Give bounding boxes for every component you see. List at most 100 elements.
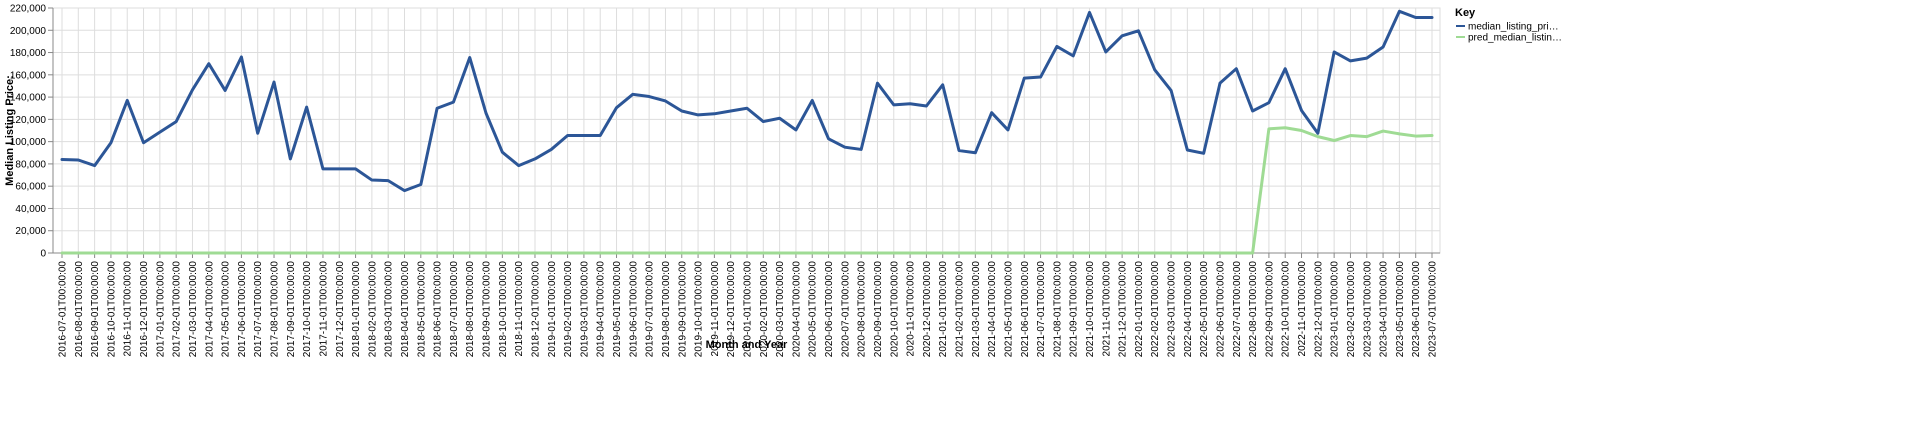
x-tick-label: 2016-12-01T00:00:00 <box>139 261 150 358</box>
x-tick-label: 2019-03-01T00:00:00 <box>579 261 590 358</box>
y-tick-label: 220,000 <box>10 4 47 15</box>
x-tick-label: 2018-11-01T00:00:00 <box>514 261 525 357</box>
y-tick-label: 100,000 <box>10 137 47 148</box>
x-tick-label: 2019-07-01T00:00:00 <box>645 261 656 358</box>
x-tick-label: 2022-08-01T00:00:00 <box>1248 261 1259 358</box>
x-tick-label: 2017-02-01T00:00:00 <box>172 261 183 358</box>
x-tick-label: 2018-07-01T00:00:00 <box>449 261 460 358</box>
gridlines <box>52 7 1441 254</box>
x-tick-label: 2022-03-01T00:00:00 <box>1167 261 1178 358</box>
x-tick-label: 2022-07-01T00:00:00 <box>1232 261 1243 358</box>
x-tick-label: 2020-08-01T00:00:00 <box>857 261 868 358</box>
x-tick-label: 2023-05-01T00:00:00 <box>1395 261 1406 358</box>
series-line-median-listing-price <box>60 9 1434 193</box>
y-tick-label: 40,000 <box>15 204 46 215</box>
x-tick-label: 2020-09-01T00:00:00 <box>873 261 884 358</box>
x-tick-label: 2023-02-01T00:00:00 <box>1346 261 1357 358</box>
x-tick-label: 2020-05-01T00:00:00 <box>808 261 819 358</box>
x-tick-label: 2016-11-01T00:00:00 <box>123 261 134 357</box>
x-tick-label: 2019-05-01T00:00:00 <box>612 261 623 358</box>
x-tick-label: 2019-04-01T00:00:00 <box>596 261 607 358</box>
x-tick-label: 2016-09-01T00:00:00 <box>90 261 101 358</box>
x-tick-label: 2017-04-01T00:00:00 <box>204 261 215 358</box>
x-tick-label: 2020-11-01T00:00:00 <box>906 261 917 357</box>
x-tick-label: 2018-09-01T00:00:00 <box>482 261 493 358</box>
x-tick-label: 2017-03-01T00:00:00 <box>188 261 199 358</box>
x-tick-label: 2019-08-01T00:00:00 <box>661 261 672 358</box>
x-tick-label: 2021-10-01T00:00:00 <box>1085 261 1096 358</box>
legend: Key median_listing_pri… pred_median_list… <box>1455 7 1562 44</box>
x-tick-label: 2021-05-01T00:00:00 <box>1003 261 1014 358</box>
y-tick-label: 140,000 <box>10 93 47 104</box>
x-tick-label: 2019-06-01T00:00:00 <box>628 261 639 358</box>
series-lines <box>60 9 1434 255</box>
x-tick-label: 2018-02-01T00:00:00 <box>367 261 378 358</box>
x-tick-label: 2022-09-01T00:00:00 <box>1264 261 1275 358</box>
x-tick-label: 2018-12-01T00:00:00 <box>530 261 541 358</box>
y-tick-label: 80,000 <box>15 159 46 170</box>
x-tick-label: 2023-03-01T00:00:00 <box>1362 261 1373 358</box>
x-tick-label: 2021-11-01T00:00:00 <box>1101 261 1112 357</box>
x-axis-title: Month and Year <box>706 339 788 351</box>
x-tick-label: 2020-04-01T00:00:00 <box>791 261 802 358</box>
x-tick-label: 2017-10-01T00:00:00 <box>302 261 313 358</box>
x-tick-label: 2017-09-01T00:00:00 <box>286 261 297 358</box>
y-tick-label: 200,000 <box>10 26 47 37</box>
x-tick-label: 2022-11-01T00:00:00 <box>1297 261 1308 357</box>
x-tick-label: 2019-01-01T00:00:00 <box>547 261 558 358</box>
x-tick-label: 2021-01-01T00:00:00 <box>938 261 949 358</box>
x-tick-label: 2021-09-01T00:00:00 <box>1069 261 1080 358</box>
x-tick-label: 2017-08-01T00:00:00 <box>270 261 281 358</box>
x-tick-label: 2022-10-01T00:00:00 <box>1281 261 1292 358</box>
x-tick-label: 2021-08-01T00:00:00 <box>1052 261 1063 358</box>
x-tick-label: 2022-02-01T00:00:00 <box>1150 261 1161 358</box>
y-tick-label: 0 <box>40 249 46 260</box>
x-tick-label: 2021-06-01T00:00:00 <box>1020 261 1031 358</box>
x-tick-label: 2021-07-01T00:00:00 <box>1036 261 1047 358</box>
y-tick-label: 60,000 <box>15 182 46 193</box>
x-tick-label: 2019-12-01T00:00:00 <box>726 261 737 358</box>
x-tick-label: 2023-04-01T00:00:00 <box>1379 261 1390 358</box>
x-tick-label: 2019-11-01T00:00:00 <box>710 261 721 357</box>
x-tick-label: 2022-05-01T00:00:00 <box>1199 261 1210 358</box>
x-tick-label: 2016-07-01T00:00:00 <box>58 261 69 358</box>
x-tick-label: 2017-12-01T00:00:00 <box>335 261 346 358</box>
x-tick-label: 2022-04-01T00:00:00 <box>1183 261 1194 358</box>
x-tick-label: 2018-01-01T00:00:00 <box>351 261 362 358</box>
x-tick-label: 2020-01-01T00:00:00 <box>743 261 754 358</box>
x-tick-label: 2017-11-01T00:00:00 <box>318 261 329 357</box>
x-tick-label: 2022-01-01T00:00:00 <box>1134 261 1145 358</box>
legend-label-pred-median-listing-price: pred_median_listin… <box>1468 33 1562 44</box>
x-tick-label: 2017-05-01T00:00:00 <box>221 261 232 358</box>
x-tick-label: 2018-08-01T00:00:00 <box>465 261 476 358</box>
legend-label-median-listing-price: median_listing_pri… <box>1468 22 1559 33</box>
x-tick-label: 2018-06-01T00:00:00 <box>433 261 444 358</box>
x-tick-label: 2020-03-01T00:00:00 <box>775 261 786 358</box>
x-tick-label: 2016-08-01T00:00:00 <box>74 261 85 358</box>
y-tick-label: 20,000 <box>15 226 46 237</box>
x-tick-label: 2020-02-01T00:00:00 <box>759 261 770 358</box>
x-tick-label: 2018-03-01T00:00:00 <box>384 261 395 358</box>
x-tick-label: 2020-07-01T00:00:00 <box>840 261 851 358</box>
x-tick-label: 2017-01-01T00:00:00 <box>155 261 166 358</box>
x-tick-label: 2019-09-01T00:00:00 <box>677 261 688 358</box>
x-tick-label: 2021-03-01T00:00:00 <box>971 261 982 358</box>
y-tick-label: 120,000 <box>10 115 47 126</box>
x-tick-label: 2021-02-01T00:00:00 <box>955 261 966 358</box>
x-tick-label: 2019-10-01T00:00:00 <box>694 261 705 358</box>
y-tick-label: 160,000 <box>10 70 47 81</box>
x-tick-label: 2019-02-01T00:00:00 <box>563 261 574 358</box>
x-tick-label: 2023-07-01T00:00:00 <box>1428 261 1439 358</box>
x-tick-label: 2018-05-01T00:00:00 <box>416 261 427 358</box>
x-tick-label: 2023-01-01T00:00:00 <box>1330 261 1341 358</box>
y-axis-title: Median Listing Price: <box>4 75 16 186</box>
x-tick-label: 2020-10-01T00:00:00 <box>889 261 900 358</box>
x-tick-label: 2017-06-01T00:00:00 <box>237 261 248 358</box>
legend-title: Key <box>1455 7 1476 19</box>
x-tick-label: 2022-06-01T00:00:00 <box>1215 261 1226 358</box>
x-tick-label: 2018-04-01T00:00:00 <box>400 261 411 358</box>
x-tick-label: 2020-06-01T00:00:00 <box>824 261 835 358</box>
x-tick-label: 2020-12-01T00:00:00 <box>922 261 933 358</box>
